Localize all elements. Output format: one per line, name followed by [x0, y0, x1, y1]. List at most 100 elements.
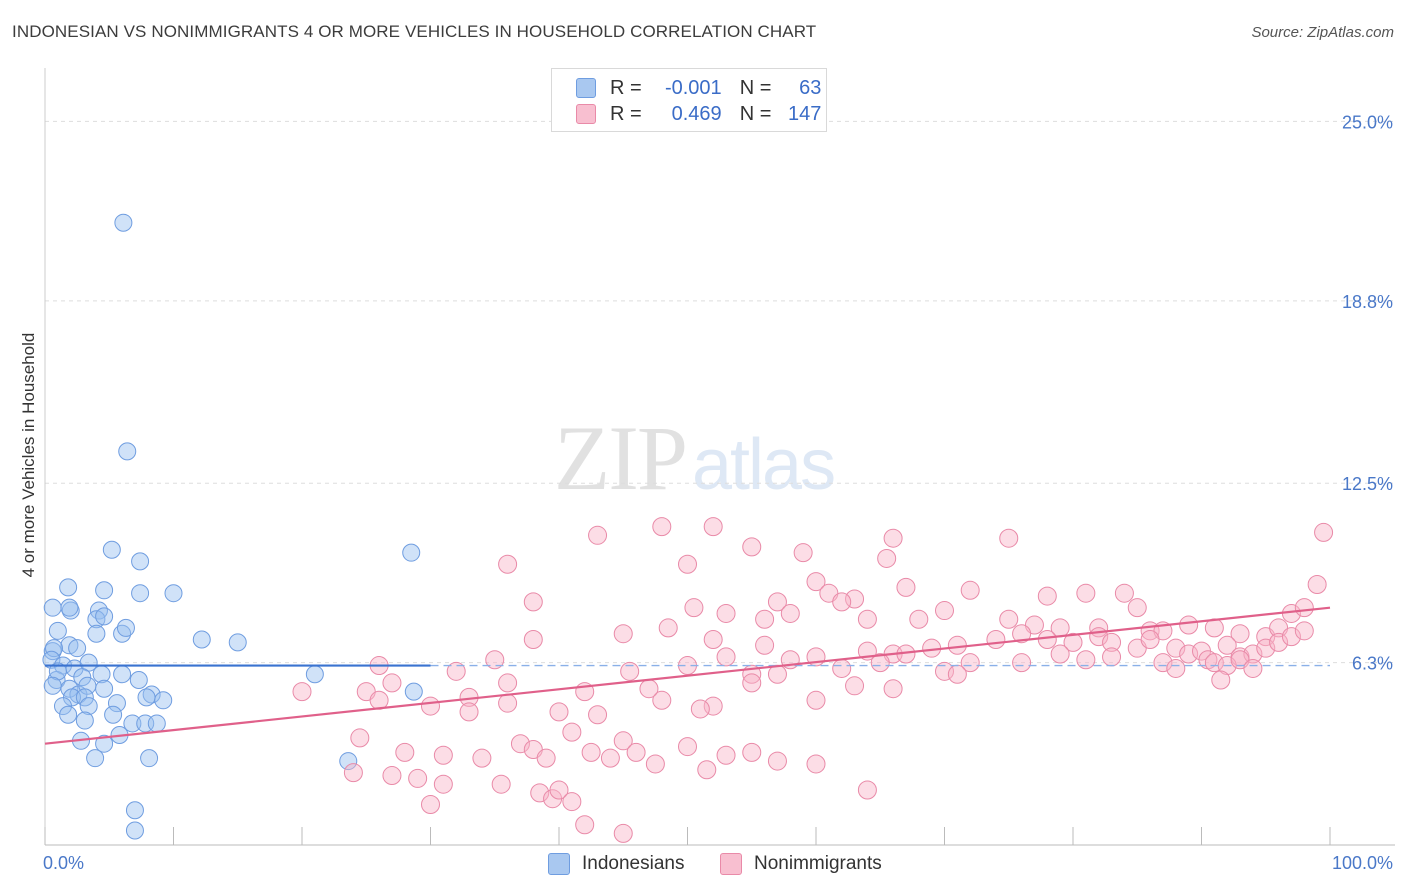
indonesians-point [142, 685, 161, 704]
nonimmigrants-point [652, 517, 672, 537]
bottom-legend-indonesians: Indonesians [548, 851, 684, 877]
indonesians-point [305, 665, 324, 684]
nonimmigrants-point [857, 609, 877, 629]
nonimmigrants-point [678, 554, 697, 574]
nonimmigrants-point [690, 699, 710, 719]
nonimmigrants-point [446, 661, 466, 681]
nonimmigrants-point [639, 679, 659, 699]
nonimmigrants-point [883, 679, 903, 699]
indonesians-point [118, 442, 137, 461]
nonimmigrants-point [909, 609, 929, 629]
correlation-legend: R = -0.001 N = 63 R = 0.469 N = 147 [551, 68, 827, 132]
nonimmigrants-point [716, 745, 736, 765]
bottom-legend-swatch-indonesians [548, 853, 570, 875]
nonimmigrants-point [999, 609, 1019, 629]
nonimmigrants-point [1102, 632, 1122, 652]
indonesians-point [73, 668, 92, 687]
nonimmigrants-point [626, 742, 646, 762]
nonimmigrants-point [343, 763, 363, 783]
y-tick-labels: 6.3% 12.5% 18.8% 25.0% [1342, 112, 1393, 673]
nonimmigrants-point [896, 577, 916, 597]
nonimmigrants-trend-line [44, 606, 1331, 745]
nonimmigrants-point [960, 580, 980, 600]
nonimmigrants-point [408, 768, 428, 788]
nonimmigrants-point [382, 673, 402, 693]
indonesians-point [95, 607, 114, 626]
grid-lines [45, 120, 1395, 664]
watermark: ZIPatlas [554, 405, 836, 511]
legend-n-label: N = [739, 76, 772, 99]
x-tick-label: 0.0% [43, 853, 84, 873]
nonimmigrants-point [613, 731, 633, 751]
indonesians-point [404, 682, 423, 701]
indonesians-point [147, 714, 166, 733]
legend-row-nonimmigrants: R = 0.469 N = 147 [576, 102, 821, 126]
indonesians-point [95, 734, 114, 753]
y-tick-label: 12.5% [1342, 474, 1393, 494]
bottom-legend-label: Nonimmigrants [754, 853, 882, 874]
indonesians-point [75, 711, 94, 730]
bottom-legend-swatch-nonimmigrants [720, 853, 742, 875]
legend-swatch-indonesians [576, 78, 596, 98]
nonimmigrants-point [960, 653, 980, 673]
axes [44, 68, 1395, 846]
nonimmigrants-point [421, 696, 440, 716]
nonimmigrants-point [1314, 522, 1334, 542]
nonimmigrants-point [857, 780, 877, 800]
nonimmigrants-point [536, 748, 556, 768]
y-tick-label: 25.0% [1342, 112, 1393, 132]
nonimmigrants-point [1204, 653, 1224, 673]
nonimmigrants-point [935, 601, 954, 621]
nonimmigrants-point [395, 742, 415, 762]
indonesians-point [116, 618, 135, 637]
nonimmigrants-point [780, 603, 800, 623]
nonimmigrants-point [877, 548, 897, 568]
indonesians-point [87, 624, 106, 643]
indonesians-point [42, 650, 61, 669]
nonimmigrants-point [1307, 575, 1327, 595]
nonimmigrants-point [755, 609, 775, 629]
nonimmigrants-point [581, 742, 601, 762]
indonesians-point [59, 578, 78, 597]
nonimmigrants-point [742, 537, 762, 557]
indonesians-point [53, 697, 72, 716]
nonimmigrants-point [498, 693, 518, 713]
nonimmigrants-point [1076, 650, 1096, 670]
nonimmigrants-point [1294, 598, 1314, 618]
nonimmigrants-point [755, 635, 775, 655]
nonimmigrants-point [1217, 635, 1237, 655]
indonesians-point [43, 676, 62, 695]
nonimmigrants-point [870, 653, 890, 673]
y-tick-label: 6.3% [1352, 654, 1393, 674]
indonesians-point [131, 584, 150, 603]
nonimmigrants-point [498, 554, 518, 574]
legend-n-value: 147 [788, 102, 822, 125]
legend-row-indonesians: R = -0.001 N = 63 [576, 76, 821, 100]
indonesians-point [123, 714, 142, 733]
indonesians-point [95, 581, 114, 600]
indonesians-point [95, 679, 114, 698]
nonimmigrants-point [1102, 647, 1122, 667]
indonesians-point [125, 821, 144, 840]
nonimmigrants-point [1140, 630, 1160, 650]
nonimmigrants-point [1294, 621, 1314, 641]
legend-r-value: -0.001 [664, 76, 722, 99]
nonimmigrants-point [1230, 624, 1250, 644]
indonesians-point [140, 749, 159, 768]
nonimmigrants-point [716, 647, 736, 667]
nonimmigrants-point [459, 702, 479, 722]
nonimmigrants-point [1153, 653, 1173, 673]
indonesians-point [164, 584, 183, 603]
indonesians-point [113, 665, 132, 684]
nonimmigrants-point [832, 592, 852, 612]
nonimmigrants-point [845, 676, 865, 696]
nonimmigrants-point [1037, 630, 1057, 650]
indonesians-point [125, 801, 144, 820]
nonimmigrants-point [806, 572, 826, 592]
nonimmigrants-point [742, 742, 762, 762]
nonimmigrants-point [382, 766, 402, 786]
nonimmigrants-point [549, 780, 569, 800]
nonimmigrants-point [588, 525, 608, 545]
nonimmigrants-point [292, 682, 312, 702]
nonimmigrants-point [562, 722, 582, 742]
